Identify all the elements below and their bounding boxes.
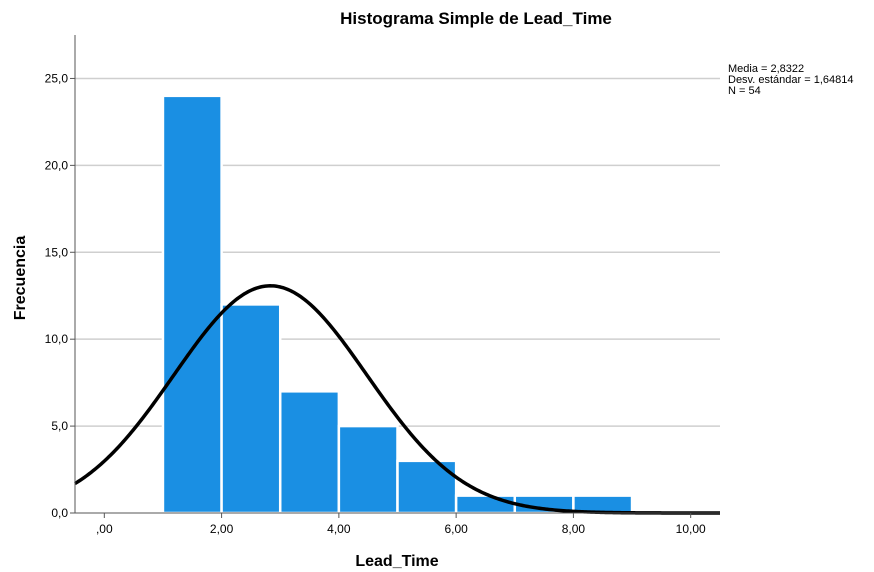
histogram-bar bbox=[454, 494, 517, 515]
y-tick-label: 20,0 bbox=[45, 158, 69, 172]
stat-sd: Desv. estándar = 1,64814 bbox=[728, 74, 853, 86]
y-tick-labels: 0,0 5,0 10,0 15,0 20,0 25,0 bbox=[45, 71, 69, 520]
histogram-bar bbox=[161, 94, 223, 515]
bars bbox=[161, 94, 634, 515]
chart-title: Histograma Simple de Lead_Time bbox=[340, 9, 612, 28]
axes bbox=[70, 35, 720, 518]
y-tick-label: 0,0 bbox=[51, 506, 68, 520]
histogram-bar bbox=[278, 390, 341, 515]
x-tick-label: 6,00 bbox=[444, 522, 468, 536]
stats-box: Media = 2,8322 Desv. estándar = 1,64814 … bbox=[728, 63, 853, 97]
x-axis-label: Lead_Time bbox=[355, 553, 438, 570]
x-tick-label: 2,00 bbox=[210, 522, 234, 536]
x-tick-label: 10,00 bbox=[676, 522, 706, 536]
y-tick-label: 5,0 bbox=[51, 419, 68, 433]
y-axis-label: Frecuencia bbox=[12, 236, 29, 321]
histogram-bar bbox=[220, 303, 282, 515]
x-tick-label: 4,00 bbox=[327, 522, 351, 536]
x-tick-label: 8,00 bbox=[562, 522, 586, 536]
stat-mean: Media = 2,8322 bbox=[728, 63, 804, 75]
x-tick-labels: ,00 2,00 4,00 6,00 8,00 10,00 bbox=[96, 522, 706, 536]
x-tick-label: ,00 bbox=[96, 522, 113, 536]
y-tick-label: 25,0 bbox=[45, 71, 69, 85]
stat-n: N = 54 bbox=[728, 85, 761, 97]
y-tick-label: 10,0 bbox=[45, 332, 69, 346]
y-tick-label: 15,0 bbox=[45, 245, 69, 259]
histogram-bar bbox=[337, 424, 399, 515]
